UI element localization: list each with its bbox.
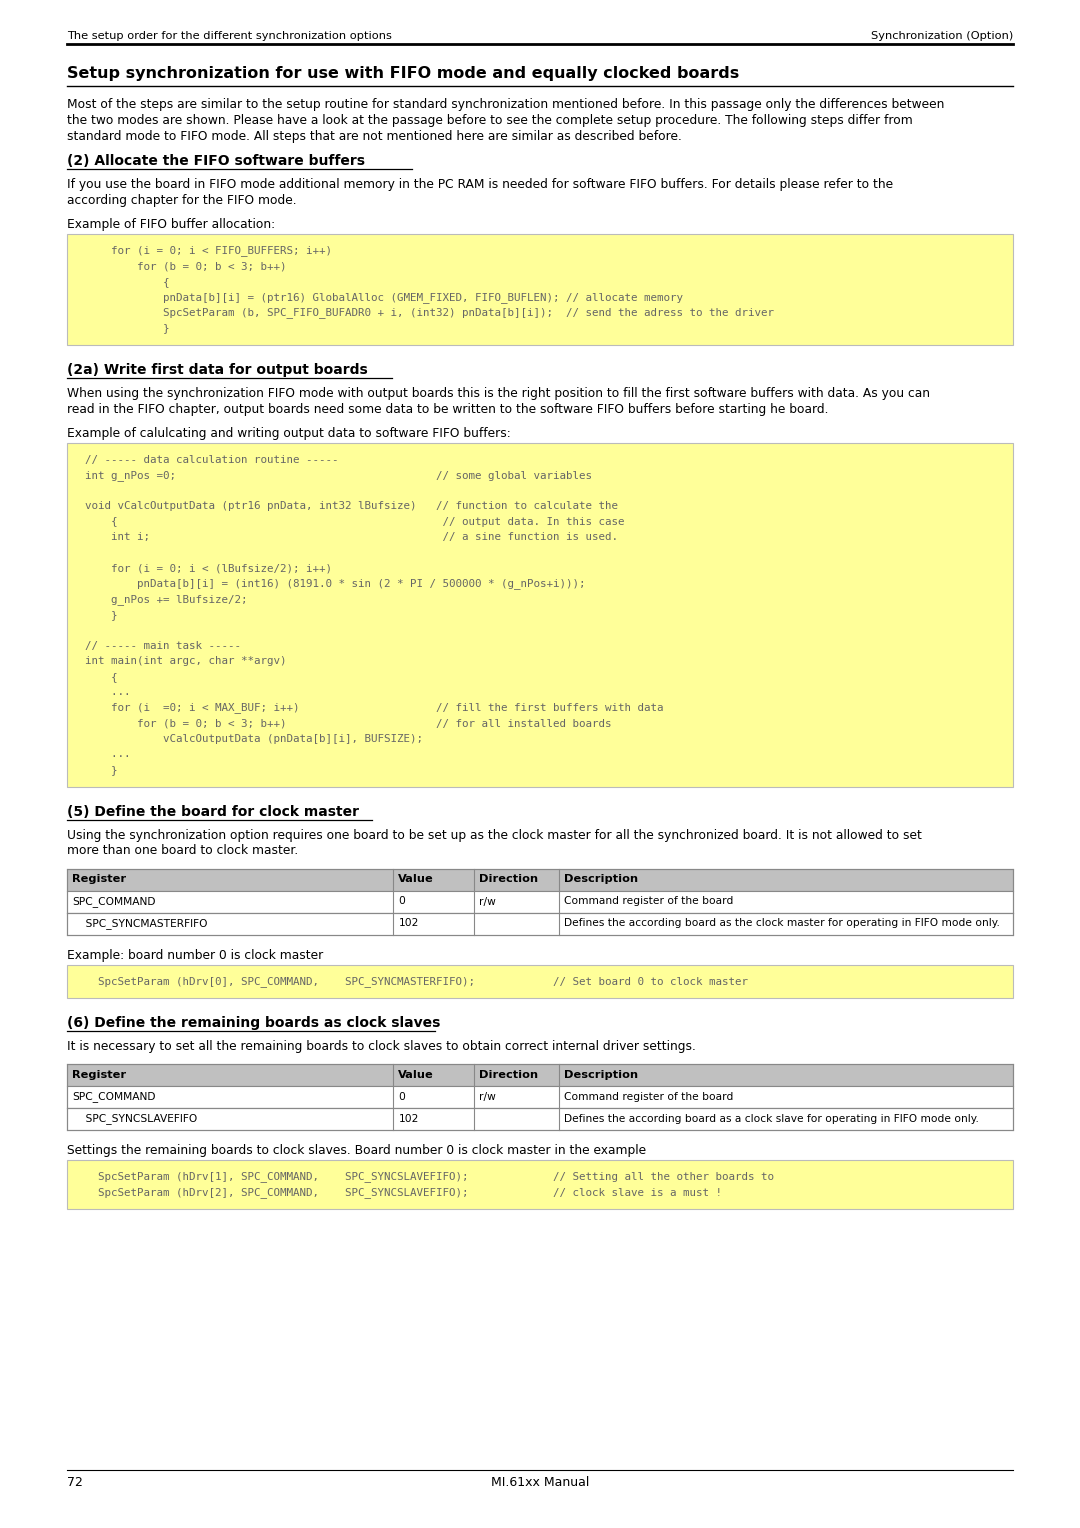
Text: vCalcOutputData (pnData[b][i], BUFSIZE);: vCalcOutputData (pnData[b][i], BUFSIZE); xyxy=(85,733,423,744)
Text: pnData[b][i] = (int16) (8191.0 * sin (2 * PI / 500000 * (g_nPos+i)));: pnData[b][i] = (int16) (8191.0 * sin (2 … xyxy=(85,578,585,590)
Text: Command register of the board: Command register of the board xyxy=(564,897,733,906)
Text: Example: board number 0 is clock master: Example: board number 0 is clock master xyxy=(67,949,323,961)
Text: (2) Allocate the FIFO software buffers: (2) Allocate the FIFO software buffers xyxy=(67,154,365,168)
Text: {: { xyxy=(85,672,118,681)
Text: int g_nPos =0;                                        // some global variables: int g_nPos =0; // some global variables xyxy=(85,469,592,481)
Text: Most of the steps are similar to the setup routine for standard synchronization : Most of the steps are similar to the set… xyxy=(67,98,944,112)
Text: Direction: Direction xyxy=(478,1070,538,1080)
Text: r/w: r/w xyxy=(478,897,496,906)
Text: Defines the according board as the clock master for operating in FIFO mode only.: Defines the according board as the clock… xyxy=(564,918,1000,929)
Text: SpcSetParam (hDrv[0], SPC_COMMAND,    SPC_SYNCMASTERFIFO);            // Set boa: SpcSetParam (hDrv[0], SPC_COMMAND, SPC_S… xyxy=(85,976,748,987)
Text: {                                                  // output data. In this case: { // output data. In this case xyxy=(85,516,624,527)
Text: int main(int argc, char **argv): int main(int argc, char **argv) xyxy=(85,656,286,666)
Text: {: { xyxy=(85,277,170,287)
Text: // ----- data calculation routine -----: // ----- data calculation routine ----- xyxy=(85,455,338,465)
Text: r/w: r/w xyxy=(478,1093,496,1102)
Text: for (i = 0; i < (lBufsize/2); i++): for (i = 0; i < (lBufsize/2); i++) xyxy=(85,564,332,573)
Text: SpcSetParam (b, SPC_FIFO_BUFADR0 + i, (int32) pnData[b][i]);  // send the adress: SpcSetParam (b, SPC_FIFO_BUFADR0 + i, (i… xyxy=(85,307,774,318)
Text: for (b = 0; b < 3; b++): for (b = 0; b < 3; b++) xyxy=(85,261,286,272)
Text: MI.61xx Manual: MI.61xx Manual xyxy=(490,1476,590,1488)
Text: (6) Define the remaining boards as clock slaves: (6) Define the remaining boards as clock… xyxy=(67,1016,441,1030)
Text: for (i  =0; i < MAX_BUF; i++)                     // fill the first buffers with: for (i =0; i < MAX_BUF; i++) // fill the… xyxy=(85,703,663,714)
Text: 102: 102 xyxy=(399,918,419,929)
Text: SPC_COMMAND: SPC_COMMAND xyxy=(72,1091,156,1103)
Text: }: } xyxy=(85,324,170,333)
Text: Value: Value xyxy=(399,1070,434,1080)
Bar xyxy=(67,964,1013,998)
Text: Using the synchronization option requires one board to be set up as the clock ma: Using the synchronization option require… xyxy=(67,828,922,842)
Text: SPC_SYNCMASTERFIFO: SPC_SYNCMASTERFIFO xyxy=(72,918,207,929)
Text: }: } xyxy=(85,610,118,620)
Text: If you use the board in FIFO mode additional memory in the PC RAM is needed for : If you use the board in FIFO mode additi… xyxy=(67,177,893,191)
Text: Direction: Direction xyxy=(478,874,538,885)
Text: SPC_COMMAND: SPC_COMMAND xyxy=(72,895,156,908)
Text: void vCalcOutputData (ptr16 pnData, int32 lBufsize)   // function to calculate t: void vCalcOutputData (ptr16 pnData, int3… xyxy=(85,501,618,512)
Text: according chapter for the FIFO mode.: according chapter for the FIFO mode. xyxy=(67,194,297,206)
Bar xyxy=(67,443,1013,787)
Text: ...: ... xyxy=(85,749,131,759)
Text: Example of FIFO buffer allocation:: Example of FIFO buffer allocation: xyxy=(67,219,275,231)
Text: Command register of the board: Command register of the board xyxy=(564,1093,733,1102)
Text: ...: ... xyxy=(85,688,131,697)
Text: read in the FIFO chapter, output boards need some data to be written to the soft: read in the FIFO chapter, output boards … xyxy=(67,403,828,416)
Bar xyxy=(67,1108,1013,1131)
Text: Setup synchronization for use with FIFO mode and equally clocked boards: Setup synchronization for use with FIFO … xyxy=(67,66,739,81)
Bar xyxy=(67,1160,1013,1209)
Text: SpcSetParam (hDrv[1], SPC_COMMAND,    SPC_SYNCSLAVEFIFO);             // Setting: SpcSetParam (hDrv[1], SPC_COMMAND, SPC_S… xyxy=(85,1172,774,1183)
Text: Description: Description xyxy=(564,874,638,885)
Text: The setup order for the different synchronization options: The setup order for the different synchr… xyxy=(67,31,392,41)
Text: Example of calulcating and writing output data to software FIFO buffers:: Example of calulcating and writing outpu… xyxy=(67,426,511,440)
Bar xyxy=(67,1063,1013,1086)
Text: (5) Define the board for clock master: (5) Define the board for clock master xyxy=(67,805,359,819)
Text: Defines the according board as a clock slave for operating in FIFO mode only.: Defines the according board as a clock s… xyxy=(564,1114,978,1125)
Text: 0: 0 xyxy=(399,1093,405,1102)
Text: SPC_SYNCSLAVEFIFO: SPC_SYNCSLAVEFIFO xyxy=(72,1114,198,1125)
Text: }: } xyxy=(85,764,118,775)
Text: Description: Description xyxy=(564,1070,638,1080)
Text: the two modes are shown. Please have a look at the passage before to see the com: the two modes are shown. Please have a l… xyxy=(67,115,913,127)
Text: 0: 0 xyxy=(399,897,405,906)
Text: g_nPos += lBufsize/2;: g_nPos += lBufsize/2; xyxy=(85,594,247,605)
Bar xyxy=(67,1086,1013,1108)
Text: 72: 72 xyxy=(67,1476,83,1488)
Bar xyxy=(67,234,1013,345)
Text: Register: Register xyxy=(72,1070,126,1080)
Text: pnData[b][i] = (ptr16) GlobalAlloc (GMEM_FIXED, FIFO_BUFLEN); // allocate memory: pnData[b][i] = (ptr16) GlobalAlloc (GMEM… xyxy=(85,292,683,303)
Bar xyxy=(67,868,1013,891)
Text: for (b = 0; b < 3; b++)                       // for all installed boards: for (b = 0; b < 3; b++) // for all insta… xyxy=(85,718,611,729)
Text: more than one board to clock master.: more than one board to clock master. xyxy=(67,845,298,857)
Text: Settings the remaining boards to clock slaves. Board number 0 is clock master in: Settings the remaining boards to clock s… xyxy=(67,1144,646,1157)
Text: Value: Value xyxy=(399,874,434,885)
Text: (2a) Write first data for output boards: (2a) Write first data for output boards xyxy=(67,364,368,377)
Text: 102: 102 xyxy=(399,1114,419,1125)
Text: // ----- main task -----: // ----- main task ----- xyxy=(85,640,241,651)
Text: standard mode to FIFO mode. All steps that are not mentioned here are similar as: standard mode to FIFO mode. All steps th… xyxy=(67,130,681,144)
Text: It is necessary to set all the remaining boards to clock slaves to obtain correc: It is necessary to set all the remaining… xyxy=(67,1041,696,1053)
Text: SpcSetParam (hDrv[2], SPC_COMMAND,    SPC_SYNCSLAVEFIFO);             // clock s: SpcSetParam (hDrv[2], SPC_COMMAND, SPC_S… xyxy=(85,1187,723,1198)
Text: for (i = 0; i < FIFO_BUFFERS; i++): for (i = 0; i < FIFO_BUFFERS; i++) xyxy=(85,246,332,257)
Text: Synchronization (Option): Synchronization (Option) xyxy=(870,31,1013,41)
Bar xyxy=(67,891,1013,912)
Text: int i;                                             // a sine function is used.: int i; // a sine function is used. xyxy=(85,532,618,542)
Text: Register: Register xyxy=(72,874,126,885)
Text: When using the synchronization FIFO mode with output boards this is the right po: When using the synchronization FIFO mode… xyxy=(67,387,930,400)
Bar xyxy=(67,912,1013,935)
